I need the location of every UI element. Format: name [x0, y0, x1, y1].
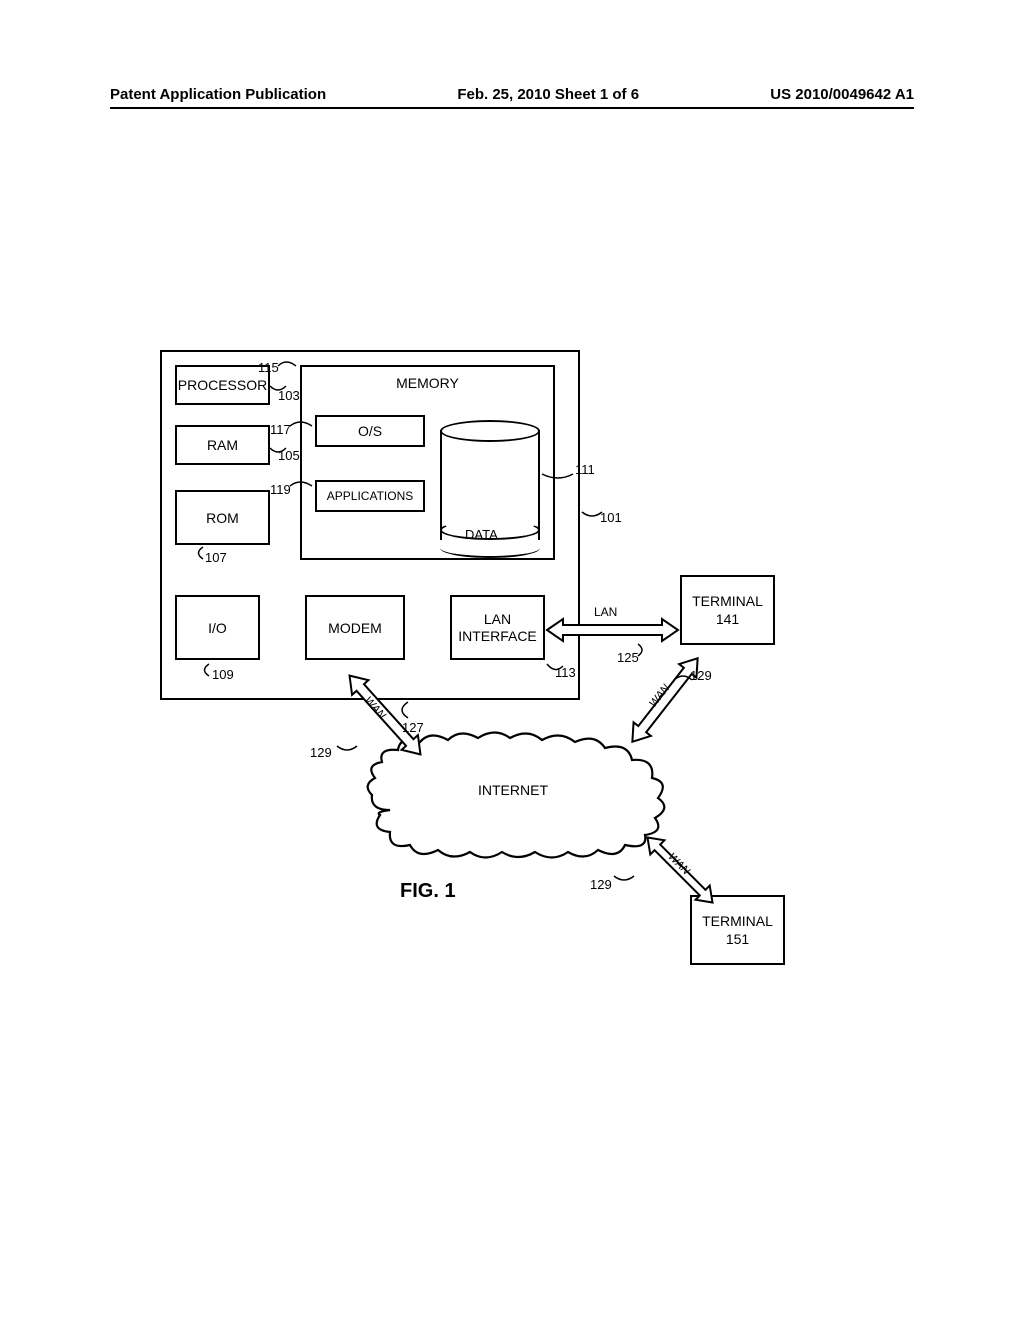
ref-107: 107: [205, 550, 227, 565]
rom-box: ROM: [175, 490, 270, 545]
ref-105: 105: [278, 448, 300, 463]
io-box: I/O: [175, 595, 260, 660]
apps-label: APPLICATIONS: [327, 489, 413, 503]
ref-129c: 129: [590, 877, 612, 892]
ref-109: 109: [212, 667, 234, 682]
ref-129b: 129: [690, 668, 712, 683]
lan-edge-label: LAN: [594, 605, 617, 619]
ref-129a-leader: [335, 738, 359, 754]
ref-125: 125: [617, 650, 639, 665]
terminal141-label: TERMINAL 141: [692, 592, 763, 628]
ref-119: 119: [270, 482, 291, 497]
figure-caption: FIG. 1: [400, 880, 456, 903]
os-label: O/S: [358, 423, 382, 439]
lanif-box: LAN INTERFACE: [450, 595, 545, 660]
modem-label: MODEM: [328, 620, 382, 636]
os-box: O/S: [315, 415, 425, 447]
processor-box: PROCESSOR: [175, 365, 270, 405]
ref-103: 103: [278, 388, 300, 403]
ref-115: 115: [258, 360, 279, 375]
lan-arrow: [545, 615, 680, 645]
ref-113: 113: [555, 665, 576, 680]
ref-111: 111: [575, 462, 595, 477]
ref-117: 117: [270, 422, 291, 437]
ram-box: RAM: [175, 425, 270, 465]
ram-label: RAM: [207, 437, 238, 453]
io-label: I/O: [208, 620, 227, 636]
ref-129c-leader: [612, 872, 636, 886]
page-header: Patent Application Publication Feb. 25, …: [110, 86, 914, 109]
ref-127: 127: [402, 720, 424, 735]
memory-label: MEMORY: [396, 375, 459, 391]
header-right: US 2010/0049642 A1: [770, 86, 914, 103]
processor-label: PROCESSOR: [178, 377, 267, 393]
internet-label: INTERNET: [478, 782, 548, 798]
ref-101: 101: [600, 510, 622, 525]
header-left: Patent Application Publication: [110, 86, 326, 103]
diagram: PROCESSOR RAM ROM I/O MEMORY O/S APPLICA…: [150, 350, 880, 970]
modem-box: MODEM: [305, 595, 405, 660]
rom-label: ROM: [206, 510, 239, 526]
data-label: DATA: [465, 527, 498, 542]
ref-111-leader: [540, 470, 575, 484]
terminal141-box: TERMINAL 141: [680, 575, 775, 645]
lanif-label: LAN INTERFACE: [458, 611, 537, 645]
header-center: Feb. 25, 2010 Sheet 1 of 6: [457, 86, 639, 103]
ref-127-leader: [382, 700, 412, 722]
ref-129a: 129: [310, 745, 332, 760]
apps-box: APPLICATIONS: [315, 480, 425, 512]
